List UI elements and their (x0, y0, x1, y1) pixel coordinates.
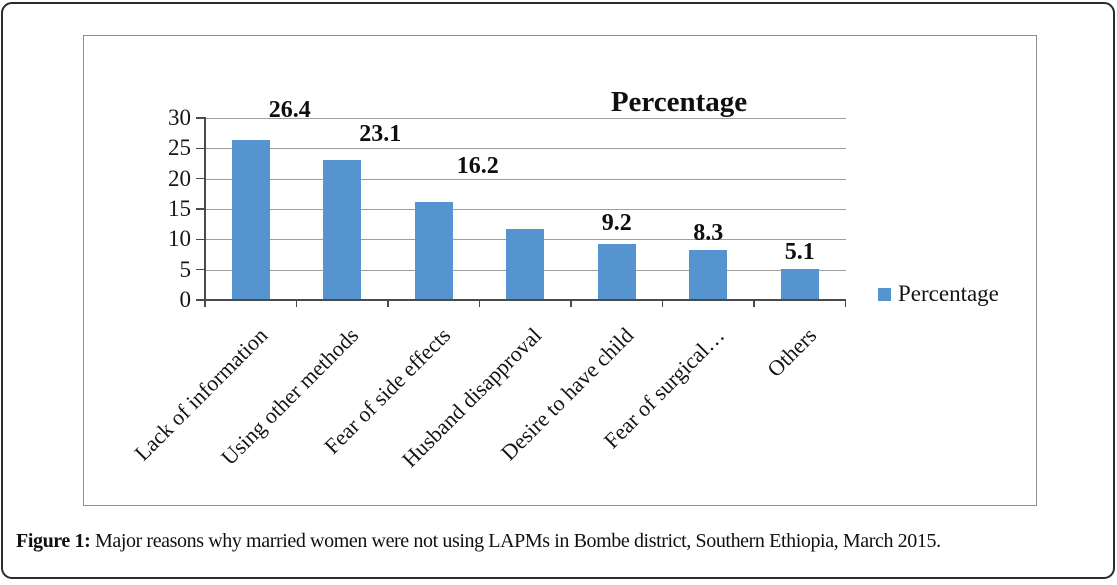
x-axis-tick (478, 301, 481, 307)
bar-value-label: 26.4 (268, 96, 311, 123)
x-axis-tick (387, 301, 389, 307)
x-axis-tick (844, 301, 847, 307)
x-axis-tick (570, 301, 572, 307)
y-axis-line (203, 117, 206, 302)
bar (689, 249, 728, 299)
caption-text: Major reasons why married women were not… (90, 530, 941, 552)
x-axis-tick (661, 301, 664, 307)
bar (414, 201, 453, 299)
figure-caption: Figure 1: Major reasons why married wome… (16, 528, 1076, 554)
y-axis-tick (196, 208, 204, 210)
gridline (205, 209, 846, 210)
plot-area: 0 5 10 15 20 25 30 26.4 Lack of information 23.1 U… (3, 4, 1113, 577)
bar-value-label: 16.2 (456, 152, 499, 179)
bar (780, 269, 819, 299)
x-axis-tick (295, 301, 298, 307)
legend-label: Percentage (898, 281, 999, 306)
x-axis-line (203, 299, 846, 301)
bar-value-label: 9.2 (601, 210, 632, 237)
gridline (205, 178, 846, 180)
bar-value-label: 5.1 (784, 239, 815, 266)
y-axis-tick (196, 147, 204, 150)
bar (323, 159, 362, 299)
legend-swatch-icon (878, 288, 891, 301)
chart-title: Percentage (610, 86, 748, 118)
bar (597, 244, 636, 299)
y-axis-tick (196, 117, 204, 119)
y-axis-tick-label: 10 (168, 226, 191, 252)
x-axis-tick (204, 301, 206, 307)
bar-value-label: 23.1 (359, 120, 402, 147)
gridline (205, 118, 846, 119)
caption-label: Figure 1: (16, 530, 91, 552)
y-axis-tick-label: 20 (168, 165, 191, 191)
bar-value-label: 8.3 (693, 219, 724, 246)
x-axis-tick (753, 301, 755, 307)
y-axis-tick-label: 15 (168, 196, 191, 221)
y-axis-tick (196, 268, 204, 271)
y-axis-tick-label: 25 (168, 135, 191, 161)
y-axis-tick (196, 177, 204, 180)
category-label: Others (761, 322, 822, 382)
y-axis-tick-label: 30 (168, 105, 191, 130)
bar (231, 139, 270, 299)
y-axis-tick-label: 5 (179, 256, 192, 282)
y-axis-tick (196, 299, 204, 301)
bar (506, 229, 545, 299)
gridline (205, 148, 846, 150)
y-axis-tick (196, 238, 204, 241)
y-axis-tick-label: 0 (179, 287, 192, 312)
